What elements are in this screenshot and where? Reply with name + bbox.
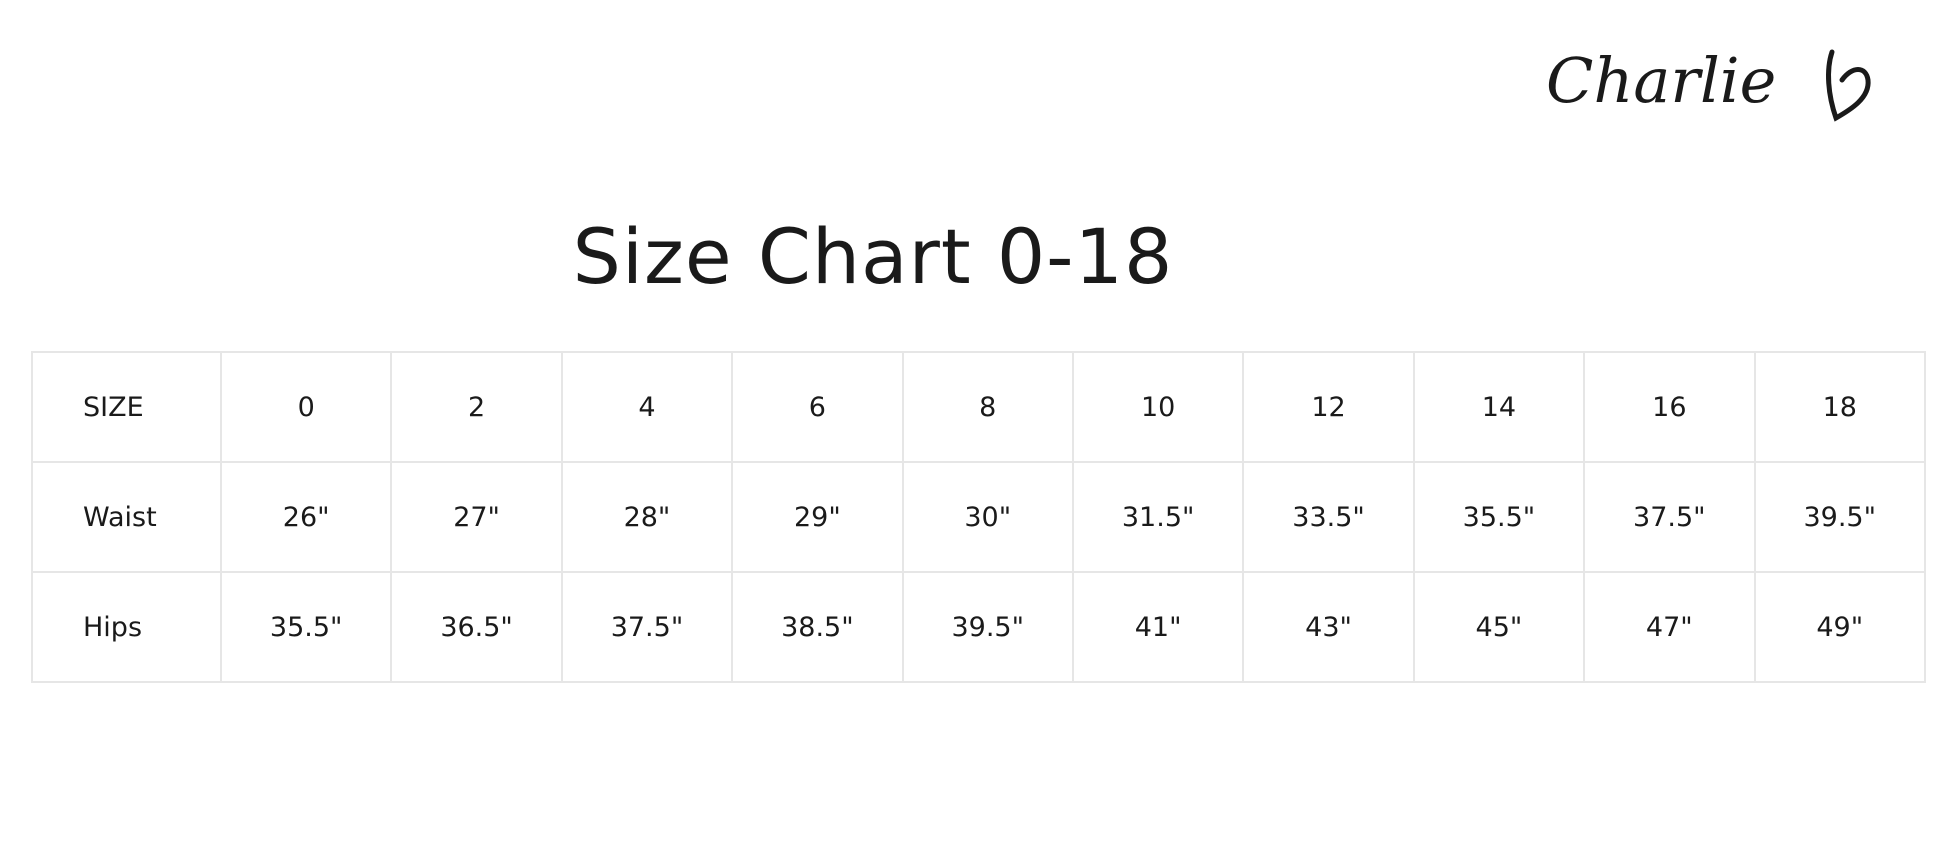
table-cell: 38.5" (731, 571, 904, 683)
logo-text: Charlie (1546, 44, 1776, 117)
table-cell: 45" (1412, 571, 1586, 683)
table-cell: 39.5" (901, 571, 1074, 683)
row-label: Hips (31, 571, 222, 683)
table-cell: 33.5" (1242, 461, 1415, 573)
heart-icon (1826, 49, 1871, 122)
table-cell: 26" (219, 461, 393, 573)
page-title: Size Chart 0-18 (572, 212, 1174, 301)
row-label: Waist (31, 461, 222, 573)
table-cell: 16 (1583, 351, 1756, 463)
table-cell: 39.5" (1753, 461, 1927, 573)
table-cell: 29" (731, 461, 904, 573)
hips-row: Hips 35.5" 36.5" 37.5" 38.5" 39.5" 41" 43" 45" 47… (31, 571, 1927, 683)
table-cell: 35.5" (1412, 461, 1586, 573)
table-cell: 36.5" (390, 571, 563, 683)
table-cell: 14 (1412, 351, 1586, 463)
table-cell: 0 (219, 351, 393, 463)
table-cell: 35.5" (219, 571, 393, 683)
size-row: SIZE 0 2 4 6 8 10 12 14 16 18 (31, 351, 1927, 463)
table-cell: 8 (901, 351, 1074, 463)
table-cell: 47" (1583, 571, 1756, 683)
table-cell: 28" (560, 461, 734, 573)
table-cell: 30" (901, 461, 1074, 573)
table-cell: 43" (1242, 571, 1415, 683)
table-cell: 27" (390, 461, 563, 573)
table-cell: 2 (390, 351, 563, 463)
row-label: SIZE (31, 351, 222, 463)
table-cell: 12 (1242, 351, 1415, 463)
table-cell: 41" (1071, 571, 1245, 683)
size-chart-table: SIZE 0 2 4 6 8 10 12 14 16 18 Waist 26" 27" 28" 29" 30" 3… (31, 351, 1927, 683)
charlie-logo: Charlie (1546, 44, 1871, 122)
table-cell: 4 (560, 351, 734, 463)
waist-row: Waist 26" 27" 28" 29" 30" 31.5" 33.5" 35.5" 37.5"… (31, 461, 1927, 573)
table-cell: 37.5" (560, 571, 734, 683)
table-cell: 31.5" (1071, 461, 1245, 573)
table-cell: 49" (1753, 571, 1927, 683)
table-cell: 10 (1071, 351, 1245, 463)
table-cell: 6 (731, 351, 904, 463)
table-cell: 37.5" (1583, 461, 1756, 573)
table-cell: 18 (1753, 351, 1927, 463)
